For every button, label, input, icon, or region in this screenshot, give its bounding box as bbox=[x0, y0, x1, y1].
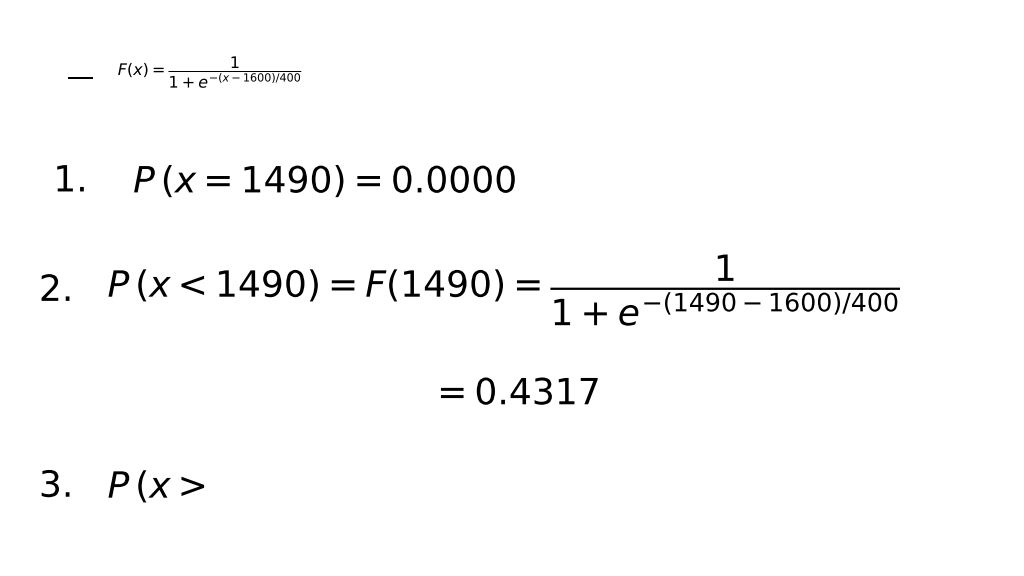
Text: $P\,(x{=}1490) = 0.0000$: $P\,(x{=}1490) = 0.0000$ bbox=[133, 164, 517, 199]
Text: —: — bbox=[67, 64, 94, 92]
Text: $P\,(x{<}1490) = F(1490) = \dfrac{\,\,\,\,\,\,1\,\,\,\,\,\,}{1+e^{-(1490-1600)/4: $P\,(x{<}1490) = F(1490) = \dfrac{\,\,\,… bbox=[108, 254, 902, 328]
Text: $F(x)=\dfrac{1}{1+e^{-(x-1600)/400}}$: $F(x)=\dfrac{1}{1+e^{-(x-1600)/400}}$ bbox=[118, 54, 303, 90]
Text: 1.: 1. bbox=[53, 164, 88, 199]
Text: $= 0.4317$: $= 0.4317$ bbox=[430, 377, 600, 412]
Text: 3.: 3. bbox=[39, 469, 74, 504]
Text: 2.: 2. bbox=[39, 274, 74, 308]
Text: $P\,(x{>}$: $P\,(x{>}$ bbox=[108, 469, 206, 505]
